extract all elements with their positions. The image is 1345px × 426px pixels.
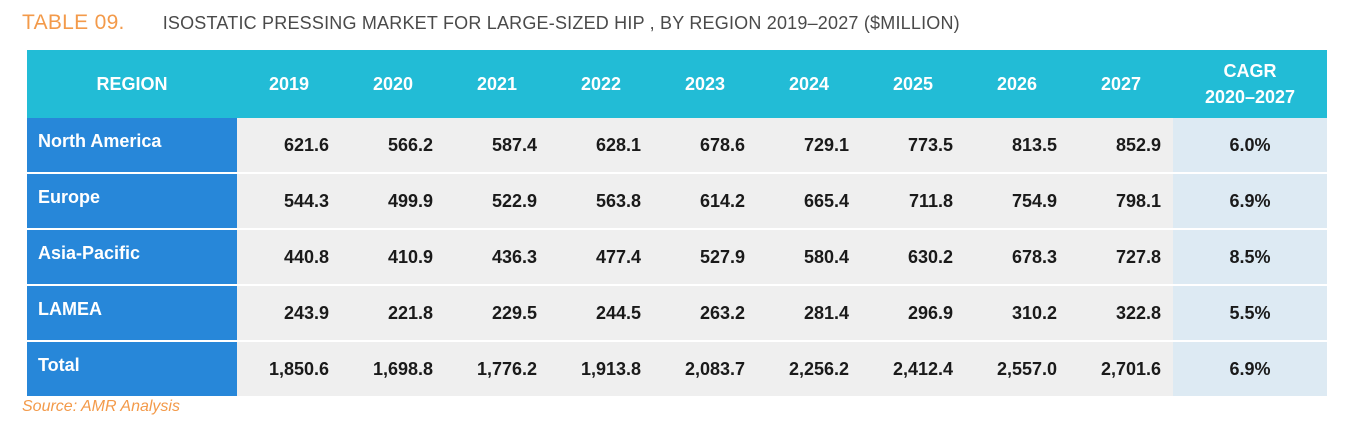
row-value: 310.2 (965, 285, 1069, 342)
row-value: 2,557.0 (965, 341, 1069, 398)
row-region: Total (27, 341, 237, 398)
cagr-header-line1: CAGR (1223, 61, 1277, 81)
table-heading: TABLE 09. ISOSTATIC PRESSING MARKET FOR … (22, 8, 960, 38)
row-cagr: 8.5% (1173, 229, 1327, 286)
market-table: REGION 2019 2020 2021 2022 2023 2024 202… (27, 50, 1327, 398)
row-cagr: 6.0% (1173, 118, 1327, 174)
row-value: 678.3 (965, 229, 1069, 286)
row-value: 798.1 (1069, 173, 1173, 230)
row-value: 477.4 (549, 229, 653, 286)
row-region: Europe (27, 173, 237, 230)
column-header-2027: 2027 (1069, 50, 1173, 118)
row-value: 221.8 (341, 285, 445, 342)
row-value: 852.9 (1069, 118, 1173, 174)
column-header-2020: 2020 (341, 50, 445, 118)
row-value: 566.2 (341, 118, 445, 174)
row-value: 621.6 (237, 118, 341, 174)
row-value: 2,256.2 (757, 341, 861, 398)
column-header-2019: 2019 (237, 50, 341, 118)
row-value: 263.2 (653, 285, 757, 342)
row-value: 2,701.6 (1069, 341, 1173, 398)
table-row: Asia-Pacific 440.8 410.9 436.3 477.4 527… (27, 229, 1327, 286)
source-note: Source: AMR Analysis (22, 398, 180, 415)
table-row: Europe 544.3 499.9 522.9 563.8 614.2 665… (27, 173, 1327, 230)
row-value: 628.1 (549, 118, 653, 174)
row-region: LAMEA (27, 285, 237, 342)
column-header-2026: 2026 (965, 50, 1069, 118)
row-cagr: 6.9% (1173, 173, 1327, 230)
table-number: TABLE 09. (22, 11, 125, 34)
row-value: 522.9 (445, 173, 549, 230)
header-row: REGION 2019 2020 2021 2022 2023 2024 202… (27, 50, 1327, 118)
row-value: 244.5 (549, 285, 653, 342)
row-value: 322.8 (1069, 285, 1173, 342)
row-region: Asia-Pacific (27, 229, 237, 286)
row-value: 773.5 (861, 118, 965, 174)
row-cagr: 6.9% (1173, 341, 1327, 398)
row-value: 440.8 (237, 229, 341, 286)
row-value: 436.3 (445, 229, 549, 286)
row-value: 727.8 (1069, 229, 1173, 286)
row-value: 711.8 (861, 173, 965, 230)
row-value: 580.4 (757, 229, 861, 286)
row-value: 410.9 (341, 229, 445, 286)
row-value: 563.8 (549, 173, 653, 230)
row-value: 813.5 (965, 118, 1069, 174)
column-header-2023: 2023 (653, 50, 757, 118)
row-value: 281.4 (757, 285, 861, 342)
row-value: 296.9 (861, 285, 965, 342)
row-value: 1,698.8 (341, 341, 445, 398)
row-value: 2,083.7 (653, 341, 757, 398)
row-value: 229.5 (445, 285, 549, 342)
column-header-2024: 2024 (757, 50, 861, 118)
row-value: 243.9 (237, 285, 341, 342)
column-header-region: REGION (27, 50, 237, 118)
column-header-2021: 2021 (445, 50, 549, 118)
row-value: 729.1 (757, 118, 861, 174)
table-row-total: Total 1,850.6 1,698.8 1,776.2 1,913.8 2,… (27, 341, 1327, 398)
row-value: 587.4 (445, 118, 549, 174)
row-region: North America (27, 118, 237, 174)
row-value: 1,913.8 (549, 341, 653, 398)
row-value: 527.9 (653, 229, 757, 286)
table-row: North America 621.6 566.2 587.4 628.1 67… (27, 118, 1327, 174)
column-header-cagr: CAGR 2020–2027 (1173, 50, 1327, 118)
row-value: 499.9 (341, 173, 445, 230)
cagr-header-line2: 2020–2027 (1204, 87, 1296, 107)
row-value: 630.2 (861, 229, 965, 286)
row-value: 2,412.4 (861, 341, 965, 398)
column-header-2022: 2022 (549, 50, 653, 118)
column-header-2025: 2025 (861, 50, 965, 118)
row-value: 614.2 (653, 173, 757, 230)
row-value: 1,850.6 (237, 341, 341, 398)
row-value: 665.4 (757, 173, 861, 230)
row-value: 1,776.2 (445, 341, 549, 398)
table-title: ISOSTATIC PRESSING MARKET FOR LARGE-SIZE… (162, 12, 960, 33)
table-row: LAMEA 243.9 221.8 229.5 244.5 263.2 281.… (27, 285, 1327, 342)
row-value: 544.3 (237, 173, 341, 230)
row-value: 678.6 (653, 118, 757, 174)
row-cagr: 5.5% (1173, 285, 1327, 342)
row-value: 754.9 (965, 173, 1069, 230)
